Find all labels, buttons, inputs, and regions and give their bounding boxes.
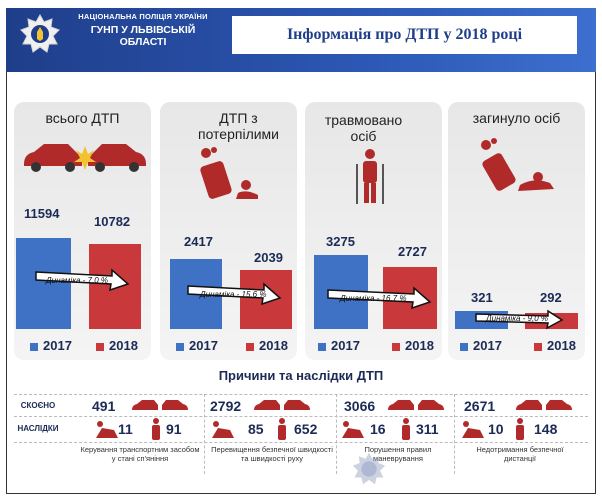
dynamics-arrow-icon bbox=[475, 309, 564, 330]
org-name: НАЦІОНАЛЬНА ПОЛІЦІЯ УКРАЇНИ ГУНП У ЛЬВІВ… bbox=[68, 12, 218, 48]
divider bbox=[204, 394, 205, 474]
title-box: Інформація про ДТП у 2018 році bbox=[232, 16, 577, 54]
injured-drunk: 11 bbox=[118, 421, 133, 437]
org-line-3: ОБЛАСТІ bbox=[119, 36, 167, 48]
legend-2017: 2017 bbox=[318, 338, 360, 353]
dynamics-injured: Динаміка - 16,7 % bbox=[340, 294, 407, 303]
committed-speeding: 2792 bbox=[210, 398, 242, 414]
dynamics-arrow-icon bbox=[187, 282, 282, 306]
legend-label: 2018 bbox=[259, 338, 288, 353]
value-2018-victims: 2039 bbox=[254, 250, 283, 265]
police-badge-icon bbox=[20, 14, 60, 53]
injured-maneuvering: 16 bbox=[370, 421, 386, 437]
causes-table: СКОЄНО НАСЛІДКИ 491 11 91 Керування тран… bbox=[14, 390, 588, 480]
killed-speeding: 652 bbox=[294, 421, 318, 437]
overturned-car-injured-icon bbox=[200, 147, 258, 199]
legend-2018: 2018 bbox=[392, 338, 434, 353]
page-title: Інформація про ДТП у 2018 році bbox=[286, 26, 523, 43]
injured-speeding: 85 bbox=[248, 421, 264, 437]
divider bbox=[14, 394, 588, 395]
person-icon bbox=[402, 418, 410, 440]
legend-2018: 2018 bbox=[246, 338, 288, 353]
value-2018-total: 10782 bbox=[94, 214, 131, 229]
row-label-consequences: НАСЛІДКИ bbox=[17, 424, 59, 433]
killed-maneuvering: 311 bbox=[416, 421, 439, 437]
org-line-2: ГУНП У ЛЬВІВСЬКІЙ bbox=[90, 24, 196, 36]
injured-person-icon bbox=[462, 421, 484, 438]
committed-drunk: 491 bbox=[92, 398, 116, 414]
cause-caption: Порушення правил маневрування bbox=[364, 445, 432, 463]
row-label-committed: СКОЄНО bbox=[20, 401, 56, 410]
panel-title: травмовано осіб bbox=[324, 112, 403, 144]
legend-label: 2018 bbox=[109, 338, 138, 353]
legend-2017: 2017 bbox=[176, 338, 218, 353]
divider bbox=[14, 442, 588, 443]
value-2017-victims: 2417 bbox=[184, 234, 213, 249]
injured-distance: 10 bbox=[488, 421, 504, 437]
police-watermark-icon bbox=[352, 452, 386, 485]
committed-maneuvering: 3066 bbox=[344, 398, 376, 414]
legend-label: 2017 bbox=[43, 338, 72, 353]
causes-title: Причини та наслідки ДТП bbox=[218, 368, 384, 383]
injured-person-icon bbox=[96, 421, 118, 438]
legend-2017: 2017 bbox=[30, 338, 72, 353]
car-crash-icon bbox=[132, 400, 188, 410]
car-crash-icon bbox=[516, 400, 572, 410]
cause-caption: Перевищення безпечної швидкості та швидк… bbox=[211, 445, 333, 463]
cause-caption: Керування транспортним засобом у стані с… bbox=[80, 445, 200, 463]
dynamics-killed: Динаміка - 9,0 % bbox=[486, 314, 548, 323]
legend-label: 2017 bbox=[189, 338, 218, 353]
value-2018-injured: 2727 bbox=[398, 244, 427, 259]
dynamics-victims: Динаміка - 15,6 % bbox=[200, 290, 267, 299]
value-2018-killed: 292 bbox=[540, 290, 562, 305]
person-icon bbox=[152, 418, 160, 440]
panel-title: ДТП з потерпілими bbox=[197, 110, 279, 142]
legend-2018: 2018 bbox=[96, 338, 138, 353]
injured-person-icon bbox=[342, 421, 364, 438]
killed-distance: 148 bbox=[534, 421, 558, 437]
divider bbox=[14, 416, 588, 417]
legend-2018: 2018 bbox=[534, 338, 576, 353]
org-line-1: НАЦІОНАЛЬНА ПОЛІЦІЯ УКРАЇНИ bbox=[78, 12, 208, 21]
bar-2017-total bbox=[16, 238, 71, 329]
panel-title: загинуло осіб bbox=[472, 110, 561, 126]
injured-person-icon bbox=[212, 421, 234, 438]
overturned-car-fatal-icon bbox=[481, 138, 554, 191]
person-crutches-icon bbox=[356, 149, 384, 204]
legend-label: 2018 bbox=[547, 338, 576, 353]
legend-label: 2017 bbox=[473, 338, 502, 353]
person-icon bbox=[278, 418, 286, 440]
killed-drunk: 91 bbox=[166, 421, 182, 437]
dynamics-total: Динаміка - 7,0 % bbox=[46, 276, 108, 285]
dynamics-arrow-icon bbox=[327, 286, 432, 310]
divider bbox=[336, 394, 337, 474]
value-2017-injured: 3275 bbox=[326, 234, 355, 249]
legend-label: 2017 bbox=[331, 338, 360, 353]
car-crash-icon bbox=[388, 400, 444, 410]
legend-2017: 2017 bbox=[460, 338, 502, 353]
person-icon bbox=[516, 418, 524, 440]
legend-label: 2018 bbox=[405, 338, 434, 353]
panel-title: всього ДТП bbox=[45, 110, 120, 126]
value-2017-killed: 321 bbox=[471, 290, 493, 305]
committed-distance: 2671 bbox=[464, 398, 496, 414]
divider bbox=[454, 394, 455, 474]
dynamics-arrow-icon bbox=[35, 268, 130, 292]
cause-caption: Недотримання безпечної дистанції bbox=[476, 445, 564, 463]
car-crash-icon bbox=[24, 144, 146, 172]
value-2017-total: 11594 bbox=[24, 206, 60, 221]
car-crash-icon bbox=[254, 400, 310, 410]
